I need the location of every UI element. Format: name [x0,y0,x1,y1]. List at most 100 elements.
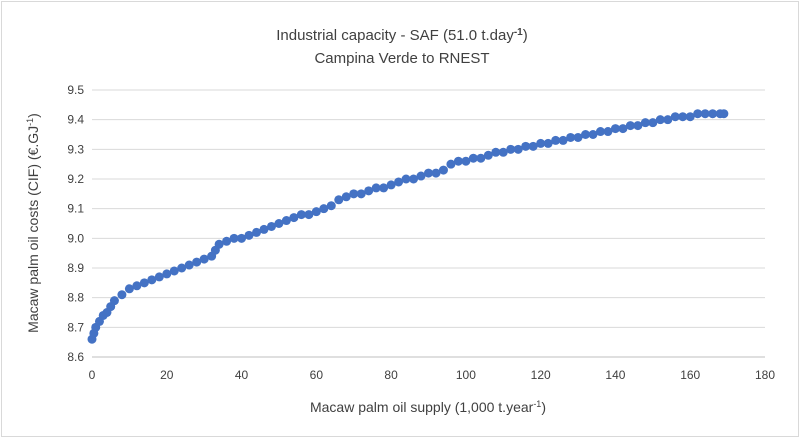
data-point [349,189,359,199]
data-point [566,132,576,142]
data-point [424,168,433,178]
data-point [147,275,157,285]
data-point [132,281,142,291]
data-point [431,168,441,178]
y-tick-label: 8.8 [67,291,84,305]
data-point [379,183,389,193]
chart-title-line2: Campina Verde to RNEST [314,50,489,67]
data-point [244,230,254,240]
data-point [551,135,561,145]
y-axis-label-end: ) [25,113,41,118]
data-point [237,233,247,243]
data-point [154,272,164,282]
y-tick-label: 9.1 [67,202,84,216]
y-axis-label-sup: -1 [25,118,35,126]
y-tick-label: 9.4 [67,113,84,127]
data-point [266,221,276,231]
data-point [364,186,374,196]
x-tick-label: 180 [755,368,775,382]
data-point [296,210,306,220]
x-tick-label: 120 [531,368,551,382]
data-point [491,147,501,157]
x-axis-label-main: Macaw palm oil supply (1,000 t.year [310,399,534,415]
data-point [625,121,635,131]
data-point [506,144,516,154]
data-point [468,153,478,163]
data-points [87,109,729,344]
data-point [633,121,643,131]
data-point [573,132,583,142]
data-point [356,189,366,199]
data-point [304,210,314,220]
data-point [184,260,194,270]
data-point [685,112,695,122]
data-point [124,284,134,294]
data-point [326,201,336,211]
data-point [603,127,613,137]
data-point [655,115,665,125]
grid-lines [92,89,765,328]
x-tick-label: 60 [310,368,324,382]
data-point [581,130,591,139]
data-point [394,177,404,187]
chart-svg: Industrial capacity - SAF (51.0 t.day-1)… [25,27,776,416]
data-point [453,156,463,166]
chart-frame: Industrial capacity - SAF (51.0 t.day-1)… [1,1,799,437]
data-point [162,269,172,279]
x-axis-label-sup: -1 [533,399,541,409]
x-axis-label: Macaw palm oil supply (1,000 t.year-1) [310,399,546,415]
data-point [311,207,321,217]
y-tick-label: 9.5 [67,83,84,97]
y-tick-label: 8.7 [67,320,84,334]
data-point [700,109,710,119]
y-axis-label: Macaw palm oil costs (CIF) (€.GJ-1) [25,113,41,333]
data-point [663,115,673,125]
data-point [670,112,680,122]
data-point [513,144,523,154]
data-point [693,109,703,119]
data-point [289,213,299,223]
y-tick-labels: 8.6 8.7 8.8 8.9 9.0 9.1 9.2 9.3 9.4 9.5 [67,83,84,364]
y-tick-label: 9.3 [67,142,84,156]
data-point [281,216,291,226]
data-point [528,141,538,151]
data-point [558,135,568,145]
data-point [446,159,456,169]
data-point [543,138,553,148]
data-point [476,153,486,163]
x-tick-label: 140 [605,368,625,382]
data-point [371,183,381,193]
chart-title-line1: Industrial capacity - SAF (51.0 t.day-1) [276,27,528,45]
data-point [109,296,119,306]
data-point [222,236,232,246]
y-tick-label: 9.0 [67,231,84,245]
data-point [521,141,531,151]
data-point [169,266,179,276]
chart-title-end: ) [523,27,528,44]
data-point [678,112,688,122]
chart-title-sup: -1 [514,27,523,38]
data-point [461,156,471,166]
data-point [438,165,448,175]
data-point [708,109,718,119]
data-point [259,224,269,234]
data-point [409,174,419,184]
data-point [498,147,508,157]
y-axis-label-main: Macaw palm oil costs (CIF) (€.GJ [25,126,41,333]
x-tick-labels: 0 20 40 60 80 100 120 140 160 180 [89,368,776,382]
data-point [536,138,546,148]
data-point [648,118,658,128]
data-point [719,109,729,119]
data-point [386,180,396,190]
data-point [319,204,329,214]
x-axis-label-end: ) [541,399,546,415]
chart-title-main: Industrial capacity - SAF (51.0 t.day [276,27,514,44]
data-point [139,278,149,288]
x-tick-label: 100 [456,368,476,382]
data-point [588,130,598,139]
x-tick-label: 160 [680,368,700,382]
data-point [341,192,351,202]
data-point [229,233,239,243]
x-tick-label: 80 [384,368,398,382]
data-point [416,171,426,181]
